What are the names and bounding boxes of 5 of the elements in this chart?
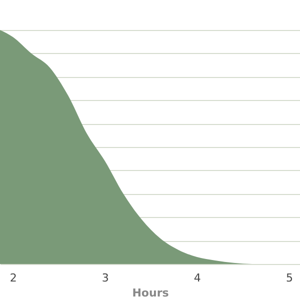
x-tick-label: 5: [286, 272, 293, 284]
x-axis-title: Hours: [132, 286, 170, 300]
x-tick-label: 4: [194, 272, 201, 284]
x-tick-label: 3: [102, 272, 109, 284]
x-tick-label: 2: [10, 272, 17, 284]
